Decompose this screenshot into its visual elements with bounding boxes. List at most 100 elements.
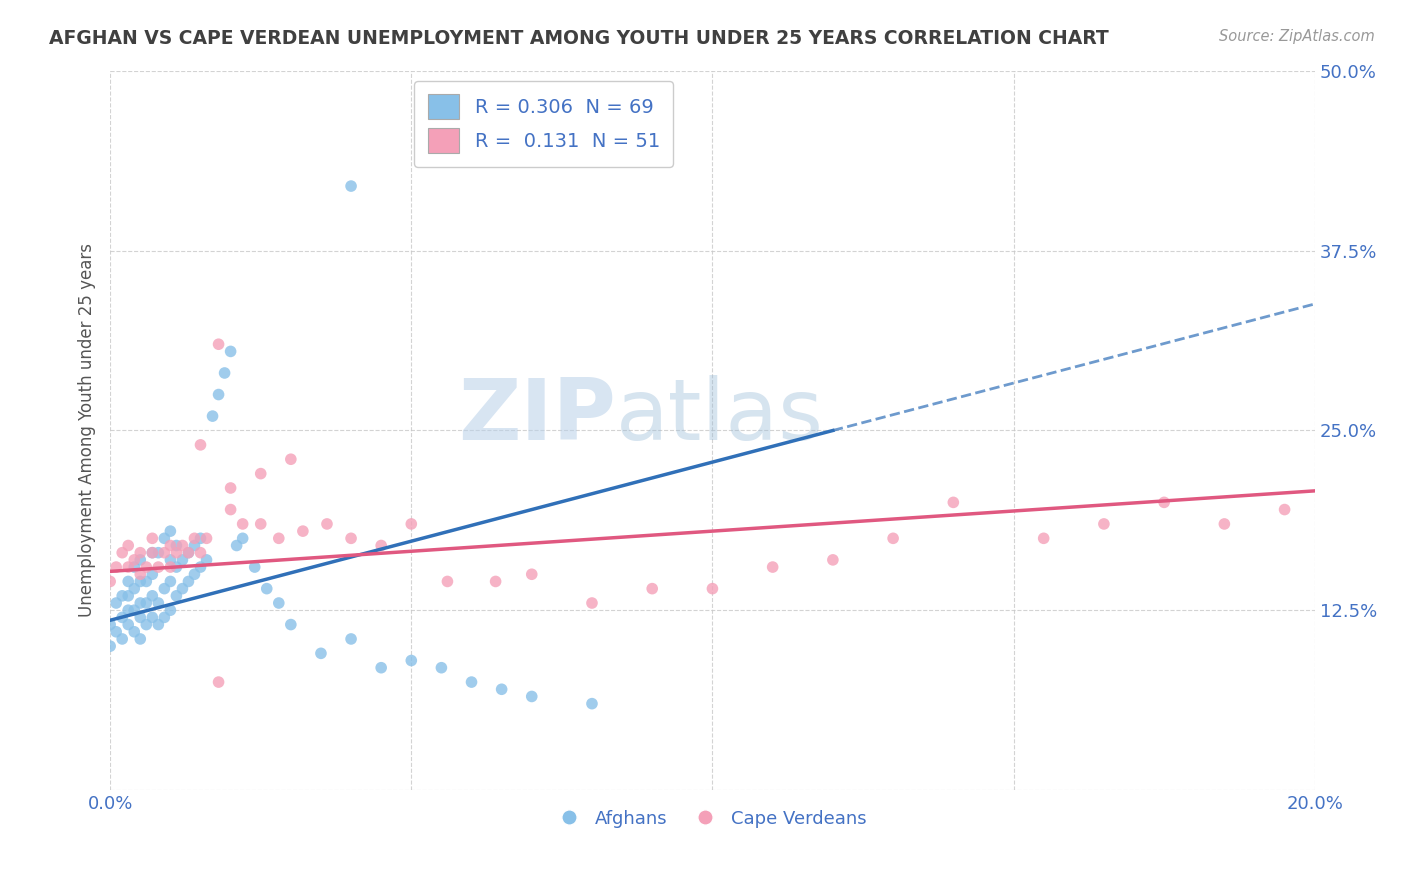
Point <box>190 546 212 560</box>
Point <box>1032 531 1054 545</box>
Point <box>762 560 785 574</box>
Text: atlas: atlas <box>616 375 824 458</box>
Point <box>249 516 271 531</box>
Point <box>159 539 181 553</box>
Point <box>98 617 121 632</box>
Point <box>172 582 194 596</box>
Point <box>214 366 236 380</box>
Point <box>340 179 363 194</box>
Point <box>370 539 392 553</box>
Point <box>122 603 145 617</box>
Point <box>436 574 458 589</box>
Point <box>129 632 152 646</box>
Point <box>520 567 543 582</box>
Point <box>129 567 152 582</box>
Point <box>207 387 229 401</box>
Point <box>165 560 187 574</box>
Point <box>370 661 392 675</box>
Point <box>117 617 139 632</box>
Point <box>460 675 482 690</box>
Point <box>153 610 176 624</box>
Point <box>141 531 163 545</box>
Point <box>153 546 176 560</box>
Point <box>190 531 212 545</box>
Point <box>232 516 254 531</box>
Point <box>111 632 134 646</box>
Point <box>702 582 724 596</box>
Point <box>141 546 163 560</box>
Point <box>122 582 145 596</box>
Point <box>122 553 145 567</box>
Point <box>111 589 134 603</box>
Point <box>1274 502 1296 516</box>
Point <box>177 574 200 589</box>
Point <box>129 596 152 610</box>
Point <box>111 610 134 624</box>
Point <box>177 546 200 560</box>
Point <box>172 539 194 553</box>
Text: Source: ZipAtlas.com: Source: ZipAtlas.com <box>1219 29 1375 44</box>
Text: ZIP: ZIP <box>458 375 616 458</box>
Point <box>141 546 163 560</box>
Point <box>1153 495 1175 509</box>
Point <box>309 646 332 660</box>
Point <box>159 524 181 538</box>
Point <box>520 690 543 704</box>
Point <box>117 589 139 603</box>
Point <box>256 582 278 596</box>
Point <box>159 553 181 567</box>
Point <box>190 560 212 574</box>
Point <box>172 553 194 567</box>
Point <box>141 610 163 624</box>
Point <box>401 653 423 667</box>
Point <box>195 531 218 545</box>
Point <box>141 589 163 603</box>
Point <box>581 596 603 610</box>
Point <box>135 617 157 632</box>
Point <box>148 617 170 632</box>
Point <box>141 567 163 582</box>
Point <box>129 574 152 589</box>
Point <box>135 596 157 610</box>
Point <box>129 610 152 624</box>
Point <box>491 682 513 697</box>
Point <box>581 697 603 711</box>
Point <box>98 574 121 589</box>
Point <box>207 675 229 690</box>
Point <box>183 539 205 553</box>
Point <box>183 531 205 545</box>
Point <box>117 539 139 553</box>
Point <box>201 409 224 423</box>
Point <box>942 495 965 509</box>
Point <box>291 524 314 538</box>
Point <box>484 574 506 589</box>
Point <box>340 531 363 545</box>
Point <box>122 560 145 574</box>
Point <box>267 531 290 545</box>
Point <box>1092 516 1115 531</box>
Point <box>159 574 181 589</box>
Point <box>177 546 200 560</box>
Point <box>641 582 664 596</box>
Point <box>105 624 128 639</box>
Point <box>195 553 218 567</box>
Point <box>165 539 187 553</box>
Point <box>117 603 139 617</box>
Y-axis label: Unemployment Among Youth under 25 years: Unemployment Among Youth under 25 years <box>79 244 96 617</box>
Point <box>225 539 247 553</box>
Point <box>129 546 152 560</box>
Point <box>117 574 139 589</box>
Point <box>280 452 302 467</box>
Point <box>159 603 181 617</box>
Point <box>117 560 139 574</box>
Point <box>401 516 423 531</box>
Point <box>165 546 187 560</box>
Point <box>148 546 170 560</box>
Point <box>105 596 128 610</box>
Point <box>207 337 229 351</box>
Point <box>243 560 266 574</box>
Point <box>148 560 170 574</box>
Point <box>165 589 187 603</box>
Point <box>111 546 134 560</box>
Point <box>267 596 290 610</box>
